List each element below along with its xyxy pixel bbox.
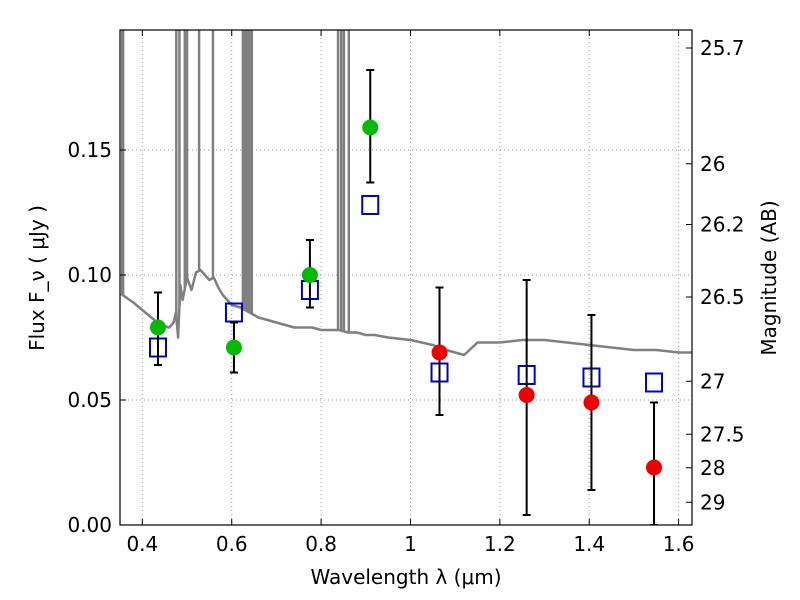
- x-tick-label: 1.6: [663, 532, 695, 556]
- y-tick-label: 0.10: [67, 263, 112, 287]
- model-square: [645, 372, 664, 393]
- data-point: [431, 344, 448, 361]
- x-tick-label: 1: [404, 532, 417, 556]
- data-point: [518, 387, 535, 403]
- x-tick-label: 0.6: [216, 532, 248, 556]
- y-tick-label: 0.05: [67, 388, 112, 412]
- model-square: [361, 195, 380, 215]
- y2-tick-label: 29: [700, 490, 725, 514]
- ticks: 0.4 0.6 0.8 1 1.2 1.4 1.6 0.00 0.05 0.10 0.15 25.7 2…: [67, 30, 745, 556]
- y2-tick-label: 27.5: [700, 422, 745, 446]
- y2-tick-label: 26: [700, 152, 725, 176]
- data-point: [149, 319, 166, 336]
- y2-axis-label: Magnitude (AB): [757, 200, 781, 355]
- y-tick-label: 0.15: [67, 138, 112, 162]
- y2-tick-label: 28: [700, 456, 725, 480]
- plot-frame: [119, 29, 693, 526]
- data-point: [301, 267, 318, 283]
- x-axis-label: Wavelength λ (μm): [310, 565, 501, 589]
- y-axis-label: Flux F_ν ( μJy ): [25, 205, 49, 351]
- y2-tick-label: 25.7: [700, 36, 745, 60]
- x-tick-label: 1.4: [573, 532, 605, 556]
- y-tick-label: 0.00: [67, 513, 112, 537]
- y2-tick-label: 26.2: [700, 213, 745, 237]
- y2-tick-label: 26.5: [700, 285, 745, 309]
- data-point: [225, 339, 242, 356]
- template-spectrum: [120, 268, 692, 357]
- plot-area: [120, 30, 692, 525]
- x-tick-label: 1.2: [484, 532, 516, 556]
- x-tick-label: 0.4: [126, 532, 158, 556]
- data-point: [362, 119, 379, 136]
- data-point: [583, 394, 600, 411]
- data-point: [646, 459, 663, 476]
- x-tick-label: 0.8: [305, 532, 337, 556]
- y2-tick-label: 27: [700, 369, 725, 393]
